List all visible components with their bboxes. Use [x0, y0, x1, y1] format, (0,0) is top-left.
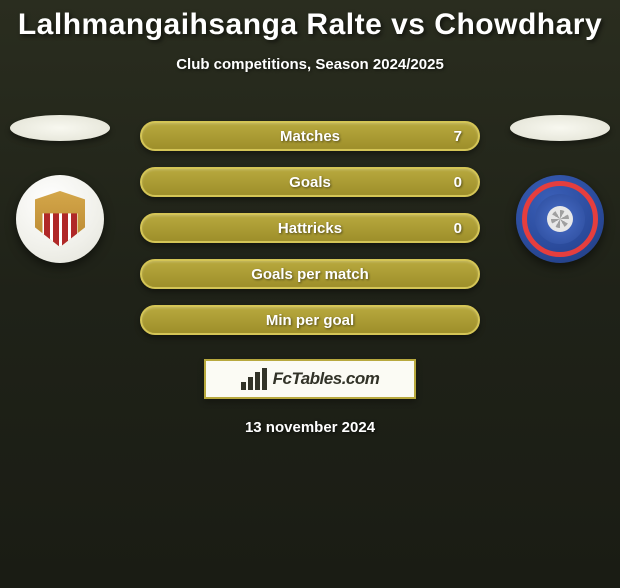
stat-label: Goals per match	[251, 266, 369, 283]
atk-stripes	[35, 191, 85, 247]
page-title: Lalhmangaihsanga Ralte vs Chowdhary	[0, 8, 620, 42]
stat-row-goals: Goals 0	[140, 167, 480, 197]
stat-label: Hattricks	[278, 220, 342, 237]
atk-shield-icon	[35, 191, 85, 247]
stat-label: Goals	[289, 174, 331, 191]
stat-label: Min per goal	[266, 312, 354, 329]
stat-row-matches: Matches 7	[140, 121, 480, 151]
club-badge-jamshedpur	[516, 175, 604, 263]
brand-text: FcTables.com	[273, 369, 380, 389]
left-column	[10, 115, 110, 263]
date: 13 november 2024	[0, 419, 620, 436]
comparison-content: Matches 7 Goals 0 Hattricks 0 Goals per …	[0, 121, 620, 436]
bar-chart-icon	[241, 368, 267, 390]
stat-row-min-per-goal: Min per goal	[140, 305, 480, 335]
stat-value: 0	[454, 174, 462, 191]
club-badge-atk	[16, 175, 104, 263]
stat-row-hattricks: Hattricks 0	[140, 213, 480, 243]
stat-row-goals-per-match: Goals per match	[140, 259, 480, 289]
stat-value: 0	[454, 220, 462, 237]
brand-box: FcTables.com	[204, 359, 416, 399]
stats-list: Matches 7 Goals 0 Hattricks 0 Goals per …	[140, 121, 480, 335]
stat-label: Matches	[280, 128, 340, 145]
stat-value: 7	[454, 128, 462, 145]
right-column	[510, 115, 610, 263]
football-icon	[547, 206, 573, 232]
subtitle: Club competitions, Season 2024/2025	[0, 56, 620, 73]
right-ellipse	[510, 115, 610, 141]
left-ellipse	[10, 115, 110, 141]
